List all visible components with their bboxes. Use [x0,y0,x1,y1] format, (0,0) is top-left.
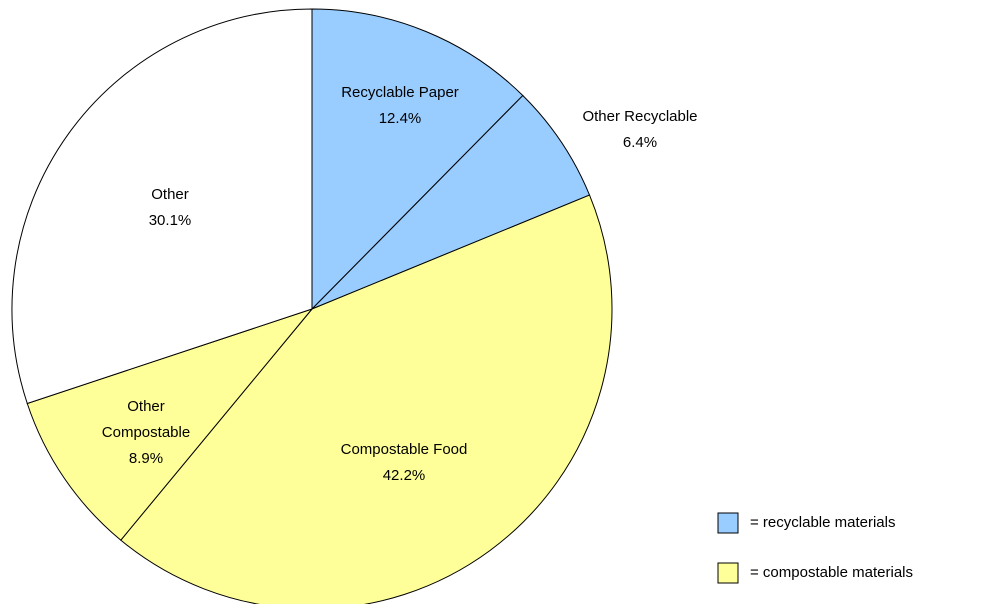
pie-slice [120,194,613,604]
slice-label: Other Recyclable [582,108,697,125]
slice-value-label: 12.4% [379,110,422,127]
pie-slice [11,8,313,405]
pie-slice [311,94,591,310]
slice-label: Other [151,186,189,203]
pie-slice [311,8,524,311]
slice-value-label: 42.2% [383,467,426,484]
legend-swatch [717,562,739,584]
slice-label: Compostable Food [341,441,468,458]
pie-slice [26,307,314,541]
legend-swatch [717,512,739,534]
slice-label-line: Compostable [102,424,190,441]
legend-label: = recyclable materials [750,514,895,531]
legend-label: = compostable materials [750,564,913,581]
slice-label-line: Other [127,398,165,415]
slice-label: Recyclable Paper [341,84,459,101]
slice-value-label: 30.1% [149,212,192,229]
slice-value-label: 8.9% [129,450,163,467]
slice-value-label: 6.4% [623,134,657,151]
slice-label: Other Compostable [102,398,190,441]
